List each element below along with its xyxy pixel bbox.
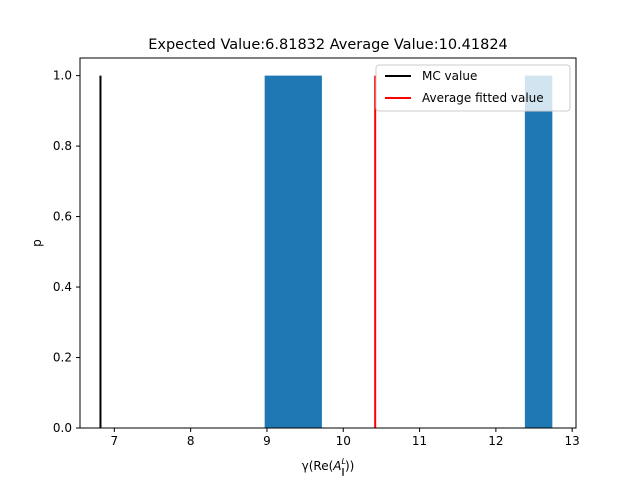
histogram-bar-1 xyxy=(524,75,553,428)
x-axis-label: γ(Re(AL ∥)) xyxy=(302,457,355,476)
reference-lines-layer xyxy=(99,75,377,428)
legend-label-mc-value: MC value xyxy=(422,69,477,83)
x-axis-ticks: 7 8 9 10 11 12 13 xyxy=(111,428,580,448)
y-tick-label: 0.2 xyxy=(53,351,72,365)
y-axis-label: p xyxy=(30,239,44,247)
y-tick-label: 0.6 xyxy=(53,210,72,224)
legend: MC value Average fitted value xyxy=(375,64,571,112)
x-tick-label: 11 xyxy=(412,434,427,448)
plot-frame xyxy=(79,57,577,429)
x-tick-label: 13 xyxy=(565,434,580,448)
y-tick-label: 1.0 xyxy=(53,69,72,83)
y-tick-label: 0.4 xyxy=(53,280,72,294)
y-tick-label: 0.0 xyxy=(53,421,72,435)
y-axis-ticks: 0.0 0.2 0.4 0.6 0.8 1.0 xyxy=(53,69,80,435)
x-tick-label: 10 xyxy=(336,434,351,448)
legend-label-average-fitted-value: Average fitted value xyxy=(422,91,544,105)
bars-layer xyxy=(264,75,553,428)
histogram-bar-0 xyxy=(264,75,322,428)
y-tick-label: 0.8 xyxy=(53,139,72,153)
chart-title: Expected Value:6.81832 Average Value:10.… xyxy=(148,37,508,53)
x-tick-label: 12 xyxy=(488,434,503,448)
x-tick-label: 8 xyxy=(187,434,195,448)
legend-box xyxy=(375,64,571,112)
x-tick-label: 7 xyxy=(111,434,119,448)
x-tick-label: 9 xyxy=(263,434,271,448)
